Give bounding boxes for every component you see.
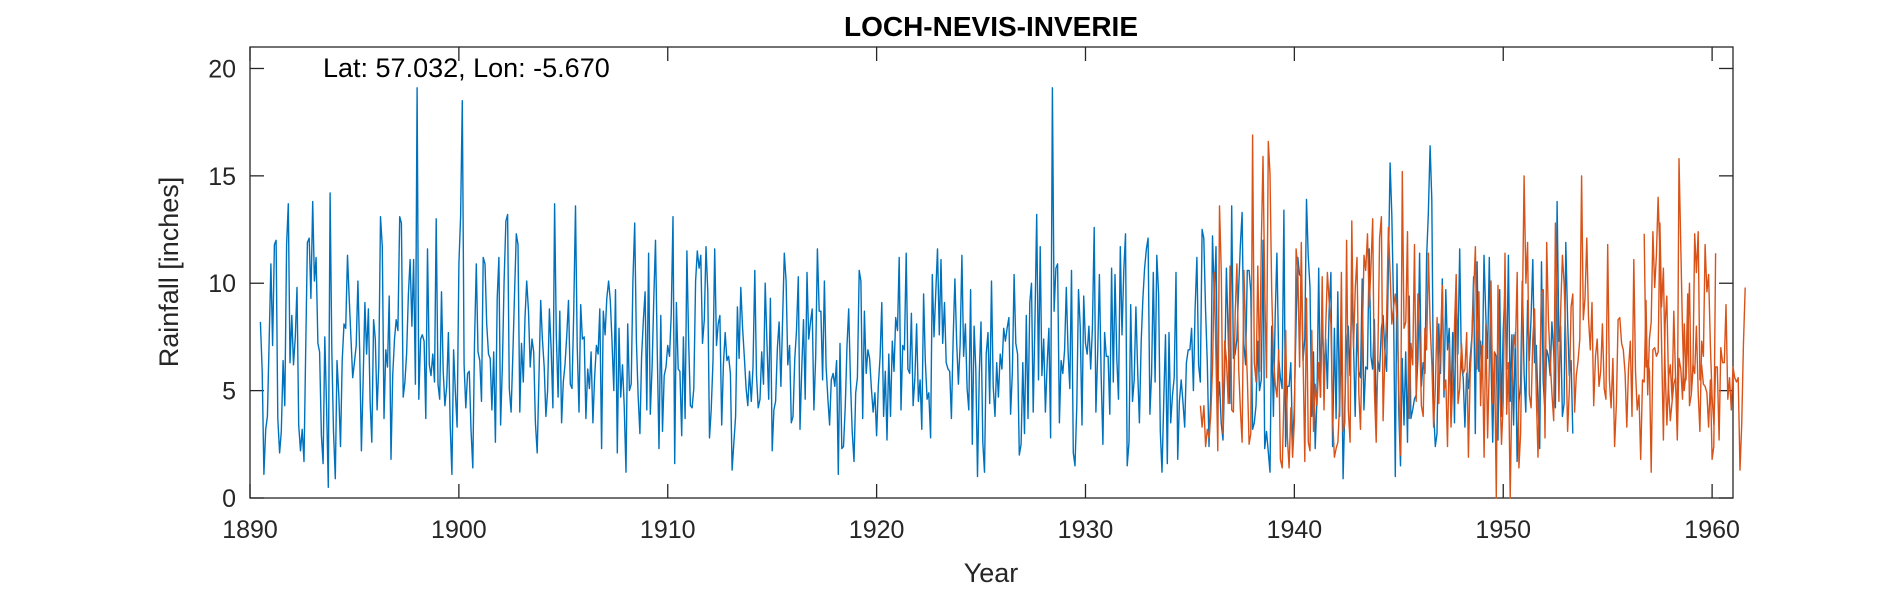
x-tick-label: 1900 (431, 516, 487, 544)
x-tick-label: 1960 (1684, 516, 1740, 544)
plot-area (249, 46, 1734, 499)
series-line-2 (1643, 222, 1746, 473)
x-tick-label: 1930 (1058, 516, 1114, 544)
x-axis-label: Year (964, 558, 1019, 588)
location-annotation: Lat: 57.032, Lon: -5.670 (323, 53, 610, 83)
x-axis-ticks: 1890 1900 1910 1920 1930 1940 1950 1960 (222, 47, 1740, 544)
y-tick-label: 20 (208, 55, 236, 83)
y-tick-label: 5 (222, 378, 236, 406)
x-tick-label: 1920 (849, 516, 905, 544)
series-line-1 (1199, 134, 1717, 499)
y-tick-label: 10 (208, 270, 236, 298)
y-tick-label: 15 (208, 163, 236, 191)
x-tick-label: 1890 (222, 516, 278, 544)
y-tick-label: 0 (222, 485, 236, 513)
x-tick-label: 1910 (640, 516, 696, 544)
y-axis-label: Rainfall [inches] (154, 177, 184, 368)
y-axis-ticks: 0 5 10 15 20 (208, 55, 1733, 513)
x-tick-label: 1950 (1475, 516, 1531, 544)
x-tick-label: 1940 (1267, 516, 1323, 544)
series-line-0 (259, 87, 1574, 488)
series-layer (259, 87, 1746, 499)
chart-title: LOCH-NEVIS-INVERIE (844, 11, 1138, 42)
